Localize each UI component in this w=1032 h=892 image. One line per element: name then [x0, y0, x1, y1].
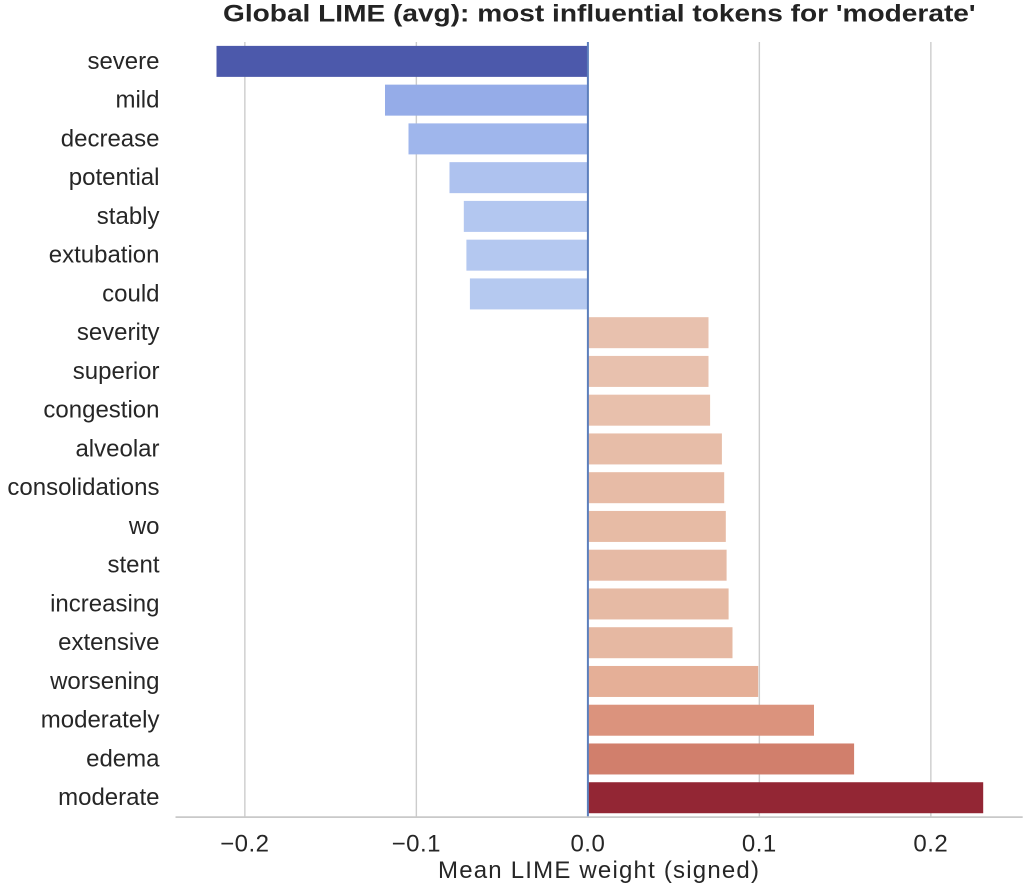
svg-text:superior: superior — [73, 358, 160, 385]
svg-text:0.2: 0.2 — [913, 831, 948, 858]
svg-text:stably: stably — [97, 203, 160, 230]
svg-text:severity: severity — [77, 319, 160, 346]
svg-text:moderate: moderate — [58, 784, 159, 811]
svg-text:wo: wo — [128, 513, 160, 540]
svg-text:increasing: increasing — [50, 590, 159, 617]
svg-text:potential: potential — [69, 164, 160, 191]
svg-text:0.0: 0.0 — [570, 831, 605, 858]
svg-text:0.1: 0.1 — [742, 831, 777, 858]
svg-text:−0.2: −0.2 — [220, 831, 269, 858]
svg-text:consolidations: consolidations — [7, 474, 159, 501]
svg-text:worsening: worsening — [49, 668, 159, 695]
svg-text:−0.1: −0.1 — [392, 831, 441, 858]
svg-text:mild: mild — [115, 87, 159, 114]
svg-text:Mean LIME weight (signed): Mean LIME weight (signed) — [438, 857, 760, 884]
svg-text:severe: severe — [87, 48, 159, 75]
svg-text:stent: stent — [107, 552, 159, 579]
svg-text:alveolar: alveolar — [75, 435, 159, 462]
svg-text:decrease: decrease — [61, 125, 160, 152]
svg-text:moderately: moderately — [41, 707, 160, 734]
svg-text:congestion: congestion — [43, 397, 159, 424]
svg-text:could: could — [102, 280, 159, 307]
svg-text:extensive: extensive — [58, 629, 159, 656]
svg-text:Global LIME (avg): most influe: Global LIME (avg): most influential toke… — [223, 0, 976, 27]
svg-text:edema: edema — [86, 745, 160, 772]
svg-text:extubation: extubation — [49, 242, 160, 269]
